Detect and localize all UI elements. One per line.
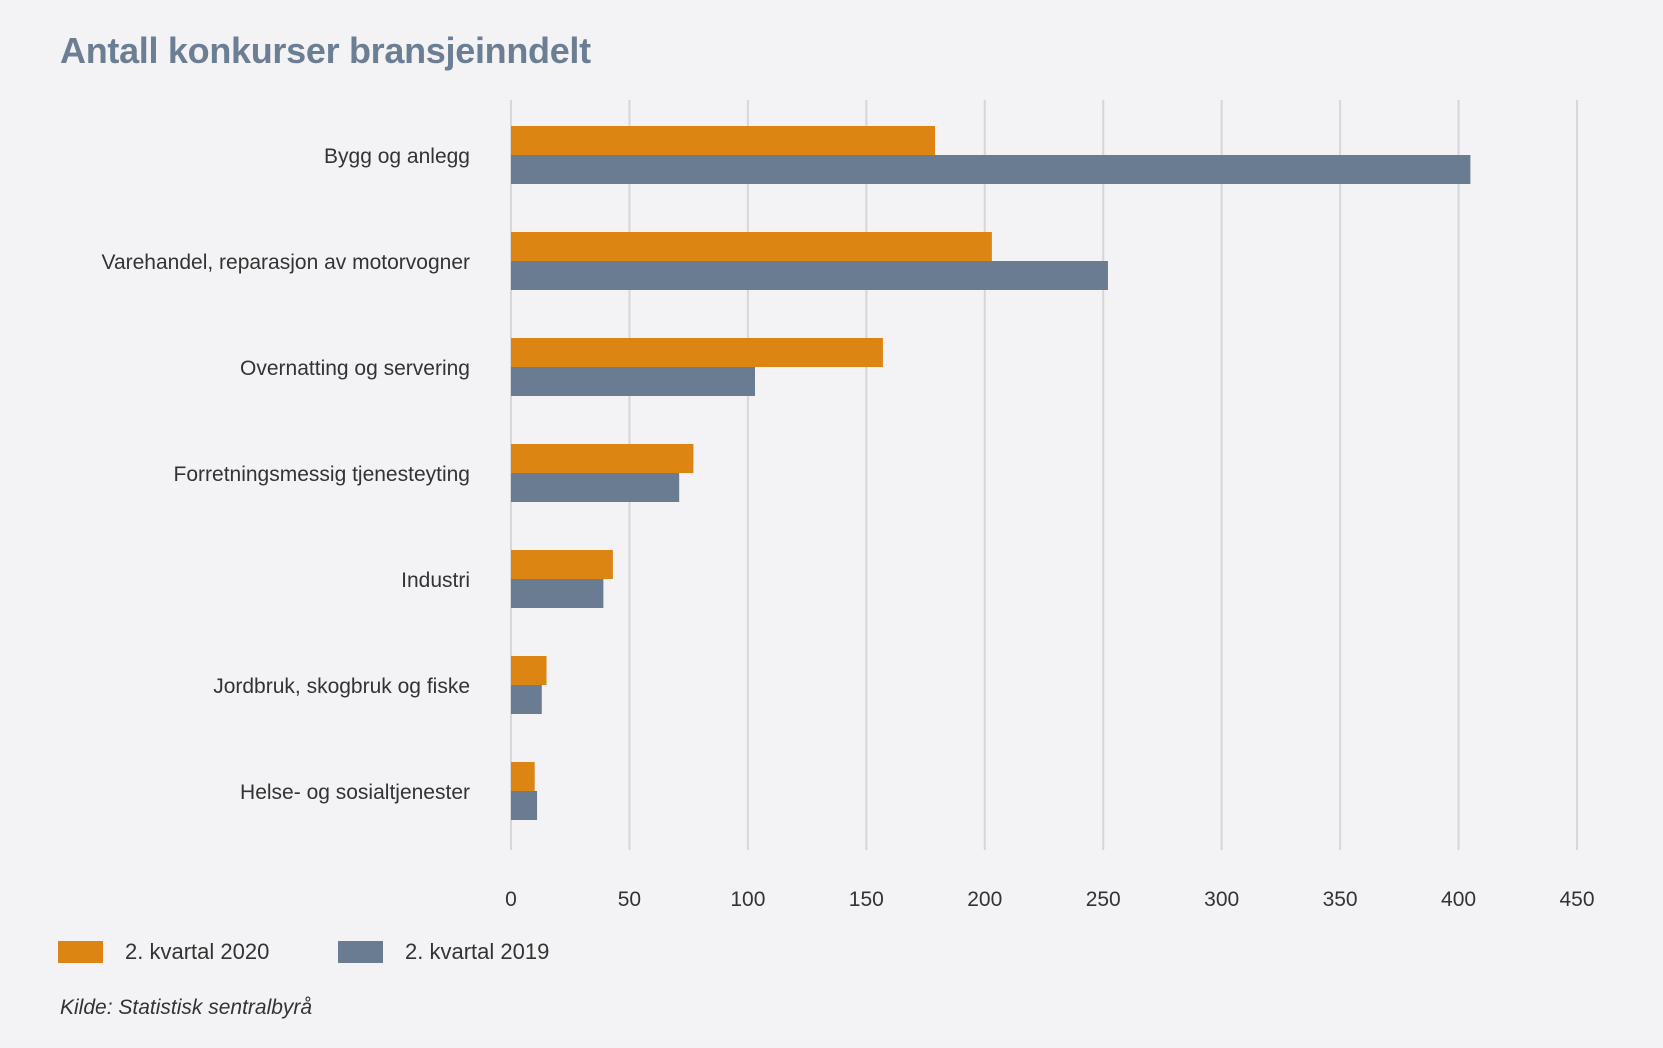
legend-item-2020: 2. kvartal 2020 — [58, 937, 269, 967]
category-label: Helse- og sosialtjenester — [240, 781, 470, 804]
category-label: Overnatting og servering — [240, 357, 470, 380]
x-tick-label: 0 — [505, 888, 517, 911]
bar-2019 — [511, 791, 538, 820]
source-note: Kilde: Statistisk sentralbyrå — [60, 996, 313, 1019]
x-tick-label: 200 — [967, 888, 1002, 911]
category-label: Industri — [401, 569, 470, 592]
bar-2020 — [511, 762, 535, 791]
x-axis-ticks: 0 50 100 150 200 250 300 350 400 450 — [505, 888, 1594, 911]
x-tick-label: 50 — [618, 888, 641, 911]
x-tick-label: 400 — [1441, 888, 1476, 911]
category-label: Forretningsmessig tjenesteyting — [174, 463, 470, 486]
bar-2020 — [511, 338, 883, 367]
x-tick-label: 250 — [1086, 888, 1121, 911]
bar-2020 — [511, 550, 613, 579]
legend-swatch-2020 — [58, 941, 103, 963]
legend-item-2019: 2. kvartal 2019 — [338, 937, 549, 967]
bar-2019 — [511, 685, 542, 714]
legend-label-2019: 2. kvartal 2019 — [405, 939, 550, 964]
bar-2020 — [511, 656, 547, 685]
category-labels: Bygg og anlegg Varehandel, reparasjon av … — [102, 145, 471, 804]
bar-2019 — [511, 473, 680, 502]
x-tick-label: 350 — [1323, 888, 1358, 911]
bar-2019 — [511, 367, 755, 396]
category-label: Bygg og anlegg — [324, 145, 470, 168]
legend-label-2020: 2. kvartal 2020 — [125, 939, 270, 964]
category-label: Jordbruk, skogbruk og fiske — [213, 675, 470, 698]
bar-2020 — [511, 444, 694, 473]
bar-2020 — [511, 126, 936, 155]
bar-2019 — [511, 155, 1471, 184]
bar-2019 — [511, 579, 604, 608]
category-label: Varehandel, reparasjon av motorvogner — [102, 251, 471, 274]
bars — [511, 126, 1471, 820]
x-tick-label: 450 — [1559, 888, 1594, 911]
x-tick-label: 100 — [730, 888, 765, 911]
x-tick-label: 300 — [1204, 888, 1239, 911]
bar-2019 — [511, 261, 1108, 290]
bar-2020 — [511, 232, 992, 261]
legend-swatch-2019 — [338, 941, 383, 963]
x-tick-label: 150 — [849, 888, 884, 911]
chart-title: Antall konkurser bransjeinndelt — [60, 30, 591, 71]
